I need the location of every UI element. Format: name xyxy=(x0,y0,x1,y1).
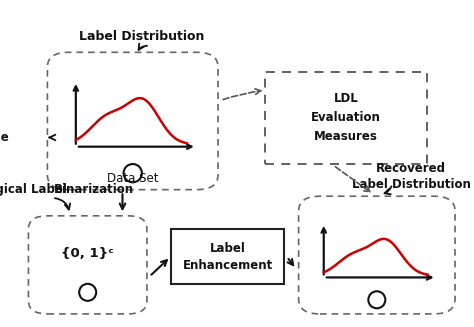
Text: Label
Enhancement: Label Enhancement xyxy=(182,242,273,272)
Text: Binarization: Binarization xyxy=(54,183,134,196)
FancyBboxPatch shape xyxy=(28,216,147,314)
Text: Logical Label: Logical Label xyxy=(0,183,67,196)
Text: Label Distribution: Label Distribution xyxy=(79,30,204,43)
FancyBboxPatch shape xyxy=(47,52,218,190)
FancyBboxPatch shape xyxy=(299,196,455,314)
Bar xyxy=(265,72,427,164)
Bar xyxy=(171,229,284,284)
Text: Recovered
Label Distribution: Recovered Label Distribution xyxy=(352,162,471,191)
Text: LDL
Evaluation
Measures: LDL Evaluation Measures xyxy=(311,92,381,143)
Text: Instance: Instance xyxy=(0,131,9,144)
Text: {0, 1}ᶜ: {0, 1}ᶜ xyxy=(61,247,114,260)
Text: Data Set: Data Set xyxy=(107,172,158,185)
